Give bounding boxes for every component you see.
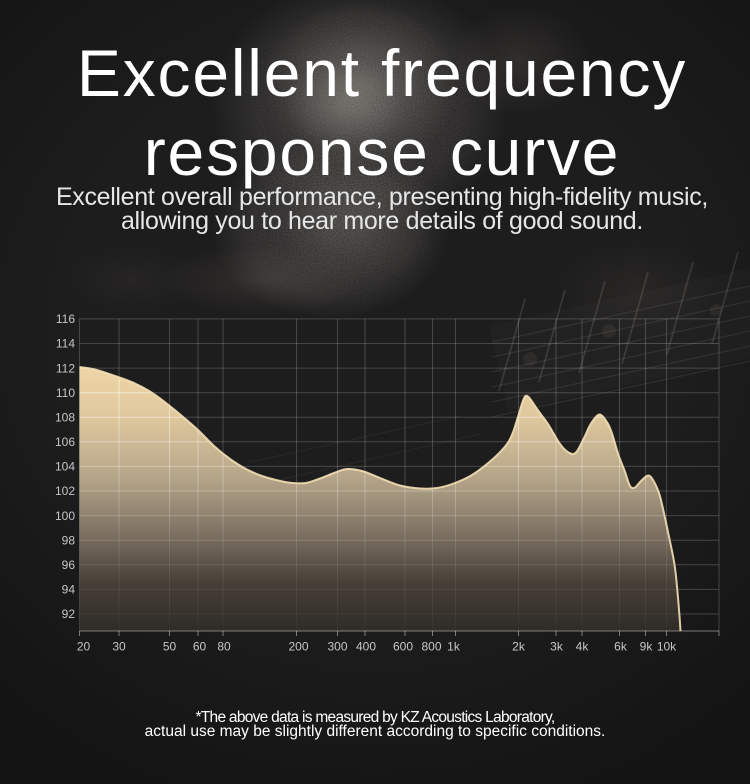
svg-text:9k: 9k bbox=[640, 640, 654, 654]
svg-text:96: 96 bbox=[62, 558, 76, 572]
svg-text:400: 400 bbox=[356, 640, 376, 654]
svg-text:110: 110 bbox=[56, 386, 75, 400]
svg-text:102: 102 bbox=[55, 484, 75, 498]
svg-text:300: 300 bbox=[327, 640, 347, 654]
svg-text:94: 94 bbox=[62, 583, 76, 597]
svg-text:108: 108 bbox=[55, 411, 75, 425]
svg-text:112: 112 bbox=[56, 361, 75, 375]
svg-text:1k: 1k bbox=[447, 640, 461, 654]
svg-text:92: 92 bbox=[62, 607, 76, 621]
svg-text:30: 30 bbox=[112, 640, 126, 654]
svg-text:80: 80 bbox=[217, 640, 231, 654]
svg-text:2k: 2k bbox=[512, 640, 526, 654]
svg-text:4k: 4k bbox=[576, 640, 590, 654]
svg-text:114: 114 bbox=[56, 337, 75, 351]
svg-text:104: 104 bbox=[55, 460, 75, 474]
svg-text:50: 50 bbox=[163, 640, 177, 654]
svg-text:60: 60 bbox=[193, 640, 207, 654]
svg-text:6k: 6k bbox=[614, 640, 628, 654]
svg-text:20: 20 bbox=[77, 640, 91, 654]
svg-text:3k: 3k bbox=[550, 640, 564, 654]
svg-text:800: 800 bbox=[421, 640, 441, 654]
svg-text:100: 100 bbox=[55, 509, 75, 523]
svg-text:98: 98 bbox=[62, 533, 76, 547]
svg-text:10k: 10k bbox=[657, 640, 677, 654]
svg-text:116: 116 bbox=[56, 312, 75, 326]
svg-text:600: 600 bbox=[393, 640, 413, 654]
svg-text:106: 106 bbox=[55, 435, 75, 449]
svg-text:200: 200 bbox=[288, 640, 308, 654]
